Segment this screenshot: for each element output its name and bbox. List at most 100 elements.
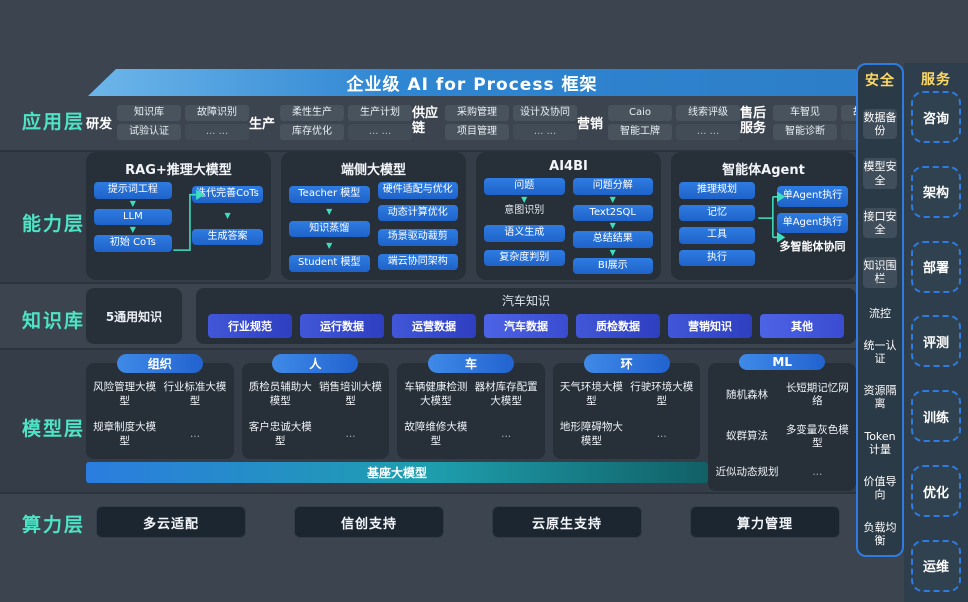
rag-left-flow: 提示词工程 ▼ LLM ▼ 初始 CoTs bbox=[94, 182, 172, 274]
security-item: 数据备份 bbox=[863, 109, 897, 140]
app-group-label: 售后服务 bbox=[740, 106, 767, 136]
model-item: 风险管理大模型 bbox=[93, 380, 157, 407]
app-chip-grid: 采购管理 项目管理 设计及协同 ... ... bbox=[445, 104, 578, 140]
model-item-more: ... bbox=[345, 427, 356, 440]
flow-step: 生成答案 bbox=[192, 228, 263, 245]
model-item: 器材库存配置大模型 bbox=[474, 380, 538, 407]
service-header: 服务 bbox=[921, 72, 951, 88]
arrow-down-icon: ▼ bbox=[609, 221, 616, 230]
flow-step: LLM bbox=[94, 208, 172, 225]
list-item: 端云协同架构 bbox=[377, 253, 458, 270]
arrow-down-icon: ▼ bbox=[609, 194, 616, 204]
flow-step: 复杂度判别 bbox=[484, 249, 565, 266]
app-item: 库存优化 bbox=[280, 123, 345, 140]
model-group-box: 随机森林 长短期记忆网络 蚁群算法 多变量灰色模型 近似动态规划 ... bbox=[708, 363, 856, 491]
flow-step: BI展示 bbox=[572, 257, 653, 274]
edge-right-list: 硬件适配与优化 动态计算优化 场景驱动裁剪 端云协同架构 bbox=[377, 182, 458, 274]
model-group-box: 风险管理大模型 行业标准大模型 规章制度大模型 ... bbox=[86, 363, 234, 459]
layer-label-computing: 算力层 bbox=[22, 514, 86, 536]
app-item-more: ... ... bbox=[348, 123, 413, 140]
model-item-more: ... bbox=[812, 465, 823, 478]
knowledge-pill: 运营数据 bbox=[392, 314, 476, 338]
service-item: 架构 bbox=[911, 165, 961, 218]
service-item: 优化 bbox=[911, 465, 961, 518]
model-item: 质检员辅助大模型 bbox=[248, 380, 312, 407]
auto-knowledge-title: 汽车知识 bbox=[501, 294, 550, 308]
service-items: 咨询 架构 部署 评测 训练 优化 运维 bbox=[904, 91, 968, 592]
security-item: Token计量 bbox=[864, 429, 896, 456]
model-row: 组织 风险管理大模型 行业标准大模型 规章制度大模型 ... 人 质检员辅助大模… bbox=[86, 354, 856, 491]
ai4bi-right-flow: 问题分解 ▼ Text2SQL ▼ 总结结果 ▼ BI展示 bbox=[572, 178, 653, 274]
compute-capability: 多云适配 bbox=[96, 506, 246, 538]
title-banner: 企业级 AI for Process 框架 bbox=[88, 69, 856, 96]
service-item: 训练 bbox=[911, 390, 961, 443]
security-item: 负载均衡 bbox=[863, 520, 897, 547]
model-item: 客户忠诚大模型 bbox=[248, 420, 312, 447]
arrow-down-icon: ▼ bbox=[609, 247, 616, 257]
list-item: 场景驱动裁剪 bbox=[377, 229, 458, 246]
model-item: 天气环境大模型 bbox=[559, 380, 623, 407]
cap-box-ai4bi: AI4BI 问题 ▼ 意图识别 语义生成 复杂度判别 问题分解 ▼ Text2S… bbox=[476, 152, 661, 280]
security-item: 统一认证 bbox=[863, 338, 897, 366]
compute-capability: 云原生支持 bbox=[492, 506, 642, 538]
ai4bi-left-flow: 问题 ▼ 意图识别 语义生成 复杂度判别 bbox=[484, 178, 565, 274]
knowledge-pill: 运行数据 bbox=[300, 314, 384, 338]
cap-box-rag: RAG+推理大模型 提示词工程 ▼ LLM ▼ 初始 CoTs 迭代完善CoTs… bbox=[86, 152, 271, 280]
flow-step: 初始 CoTs bbox=[94, 235, 172, 252]
model-group-vehicle: 车 车辆健康检测大模型 器材库存配置大模型 故障维修大模型 ... bbox=[397, 354, 545, 459]
knowledge-row: 5通用知识 汽车知识 行业规范 运行数据 运营数据 汽车数据 质检数据 营销知识… bbox=[86, 288, 856, 344]
flow-step: Text2SQL bbox=[572, 204, 653, 221]
model-item-more: ... bbox=[656, 427, 667, 440]
cap-box-title: RAG+推理大模型 bbox=[125, 163, 232, 178]
rag-right-flow: 迭代完善CoTs ▼ 生成答案 bbox=[192, 182, 263, 274]
service-item: 运维 bbox=[911, 539, 961, 592]
auto-knowledge-panel: 汽车知识 行业规范 运行数据 运营数据 汽车数据 质检数据 营销知识 其他 bbox=[196, 288, 856, 344]
app-item: 故障识别 bbox=[185, 104, 250, 121]
security-item: 资源隔离 bbox=[863, 384, 897, 411]
computing-row: 多云适配 信创支持 云原生支持 算力管理 bbox=[96, 506, 840, 538]
security-item: 知识围栏 bbox=[863, 257, 897, 288]
app-item: 知识库 bbox=[117, 104, 182, 121]
model-group-box: 车辆健康检测大模型 器材库存配置大模型 故障维修大模型 ... bbox=[397, 363, 545, 459]
model-group-box: 质检员辅助大模型 销售培训大模型 客户忠诚大模型 ... bbox=[241, 363, 390, 459]
compute-capability: 算力管理 bbox=[690, 506, 840, 538]
service-item: 部署 bbox=[911, 240, 961, 293]
list-item: 推理规划 bbox=[679, 182, 756, 199]
knowledge-pill: 汽车数据 bbox=[484, 314, 568, 338]
model-item: 行业标准大模型 bbox=[163, 380, 227, 407]
service-item: 评测 bbox=[911, 315, 961, 368]
foundation-model-banner: 基座大模型 bbox=[86, 462, 708, 483]
app-item-more: ... ... bbox=[185, 123, 250, 140]
app-group-label: 营销 bbox=[577, 116, 604, 132]
model-group-ml: ML 随机森林 长短期记忆网络 蚁群算法 多变量灰色模型 近似动态规划 ... bbox=[708, 354, 856, 491]
model-item: 行驶环境大模型 bbox=[630, 380, 694, 407]
flow-step: 语义生成 bbox=[484, 225, 565, 242]
app-item: 车智见 bbox=[773, 104, 838, 121]
model-group-pill: 车 bbox=[427, 354, 514, 373]
security-item: 价值导向 bbox=[863, 475, 897, 502]
model-item: 规章制度大模型 bbox=[93, 420, 157, 447]
app-group-label: 供应链 bbox=[412, 106, 439, 136]
application-row: 研发 知识库 试验认证 故障识别 ... ... 生产 柔性生产 库存优化 生产… bbox=[86, 99, 906, 145]
model-item-more: ... bbox=[501, 427, 512, 440]
knowledge-pill: 质检数据 bbox=[576, 314, 660, 338]
app-item: 项目管理 bbox=[445, 123, 510, 140]
app-chip-grid: Caio 智能工牌 线索评级 ... ... bbox=[608, 104, 741, 140]
security-column: 安全 数据备份 模型安全 接口安全 知识围栏 流控 统一认证 资源隔离 Toke… bbox=[856, 63, 904, 557]
capability-row: RAG+推理大模型 提示词工程 ▼ LLM ▼ 初始 CoTs 迭代完善CoTs… bbox=[86, 152, 856, 280]
flow-step: 问题 bbox=[484, 178, 565, 195]
model-group-pill: ML bbox=[739, 354, 826, 370]
app-group-rd: 研发 知识库 试验认证 故障识别 ... ... bbox=[86, 104, 250, 140]
model-item: 长短期记忆网络 bbox=[785, 381, 849, 408]
model-item: 蚁群算法 bbox=[726, 430, 769, 443]
cap-box-title: AI4BI bbox=[549, 159, 588, 174]
model-group-pill: 人 bbox=[272, 354, 359, 373]
app-chip-grid: 知识库 试验认证 故障识别 ... ... bbox=[117, 104, 250, 140]
compute-capability: 信创支持 bbox=[294, 506, 444, 538]
app-group-label: 生产 bbox=[249, 116, 276, 132]
arrow-down-icon: ▼ bbox=[129, 198, 136, 208]
layer-label-model: 模型层 bbox=[22, 418, 86, 440]
cap-box-agent: 智能体Agent 推理规划 记忆 工具 执行 单Agent执行 单Agent执行 bbox=[671, 152, 856, 280]
service-item: 咨询 bbox=[911, 91, 961, 143]
